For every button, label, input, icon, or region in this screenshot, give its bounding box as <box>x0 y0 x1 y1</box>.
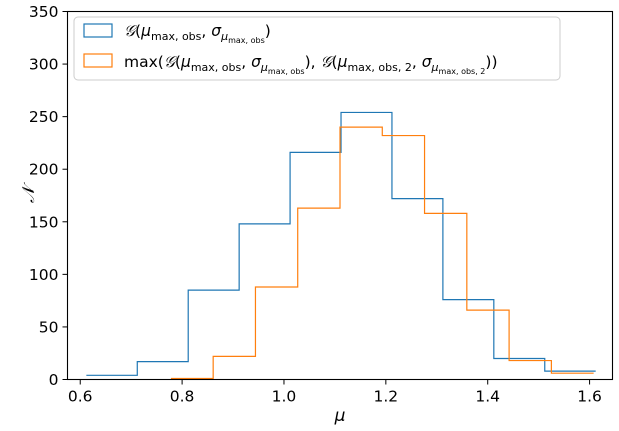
series-layer <box>86 111 596 380</box>
x-tick-label: 1.2 <box>374 388 399 406</box>
legend-swatch-series-2 <box>83 53 113 68</box>
y-tick-label: 0 <box>49 371 59 389</box>
axes-frame <box>66 10 614 381</box>
histogram-step-series-1 <box>86 111 596 376</box>
y-tick-label: 150 <box>29 213 59 231</box>
histogram-step-series-2 <box>170 126 594 380</box>
x-tick-label: 0.6 <box>68 388 93 406</box>
legend-frame <box>73 16 561 81</box>
y-tick-label: 50 <box>39 318 59 336</box>
legend-swatch-series-1 <box>83 23 113 38</box>
x-tick-label: 0.8 <box>170 388 195 406</box>
y-tick-label: 300 <box>29 56 59 74</box>
legend: 𝒢(μmax, obs, σμmax, obs) max(𝒢(μmax, obs… <box>73 16 561 81</box>
x-tick-label: 1.0 <box>272 388 297 406</box>
legend-label-series-1: 𝒢(μmax, obs, σμmax, obs) <box>124 22 271 45</box>
y-tick-label: 350 <box>29 3 59 21</box>
x-axis-label: μ <box>334 406 346 426</box>
y-tick-label: 250 <box>29 108 59 126</box>
ticks-layer: 0.6 0.8 1.0 1.2 1.4 1.6 0 50 100 150 200 250 300 350 <box>29 3 602 406</box>
y-tick-label: 200 <box>29 161 59 179</box>
x-tick-label: 1.6 <box>577 388 602 406</box>
x-tick-label: 1.4 <box>475 388 500 406</box>
y-axis-label: 𝒩 <box>19 181 39 203</box>
y-tick-label: 100 <box>29 266 59 284</box>
legend-label-series-2: max(𝒢(μmax, obs, σμmax, obs), 𝒢(μmax, ob… <box>124 53 498 76</box>
